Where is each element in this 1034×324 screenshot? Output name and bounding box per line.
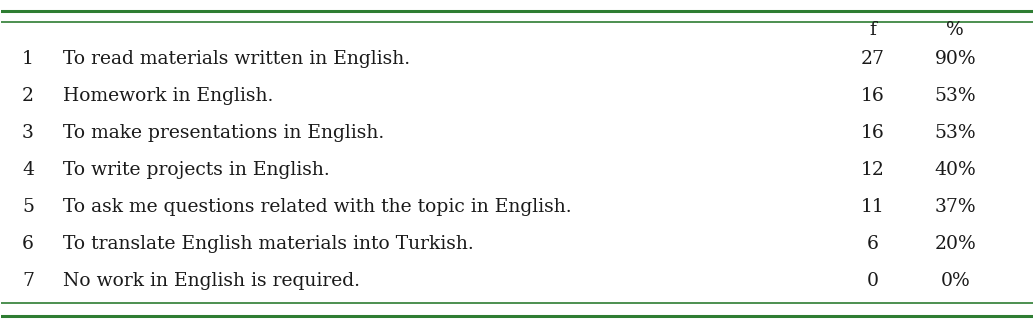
Text: 12: 12 <box>861 161 885 179</box>
Text: 4: 4 <box>22 161 34 179</box>
Text: 53%: 53% <box>935 124 976 142</box>
Text: To write projects in English.: To write projects in English. <box>63 161 330 179</box>
Text: 90%: 90% <box>935 50 976 68</box>
Text: 7: 7 <box>22 272 34 290</box>
Text: 11: 11 <box>861 198 885 216</box>
Text: 6: 6 <box>866 235 879 253</box>
Text: No work in English is required.: No work in English is required. <box>63 272 360 290</box>
Text: 5: 5 <box>22 198 34 216</box>
Text: 3: 3 <box>22 124 34 142</box>
Text: Homework in English.: Homework in English. <box>63 87 274 105</box>
Text: 0%: 0% <box>940 272 970 290</box>
Text: 0: 0 <box>866 272 879 290</box>
Text: To read materials written in English.: To read materials written in English. <box>63 50 410 68</box>
Text: f: f <box>870 21 876 39</box>
Text: 27: 27 <box>860 50 885 68</box>
Text: 6: 6 <box>22 235 34 253</box>
Text: 1: 1 <box>22 50 34 68</box>
Text: 16: 16 <box>861 124 885 142</box>
Text: 20%: 20% <box>935 235 976 253</box>
Text: %: % <box>946 21 964 39</box>
Text: 53%: 53% <box>935 87 976 105</box>
Text: To ask me questions related with the topic in English.: To ask me questions related with the top… <box>63 198 572 216</box>
Text: To make presentations in English.: To make presentations in English. <box>63 124 385 142</box>
Text: 16: 16 <box>861 87 885 105</box>
Text: 37%: 37% <box>935 198 976 216</box>
Text: 2: 2 <box>22 87 34 105</box>
Text: 40%: 40% <box>935 161 976 179</box>
Text: To translate English materials into Turkish.: To translate English materials into Turk… <box>63 235 474 253</box>
